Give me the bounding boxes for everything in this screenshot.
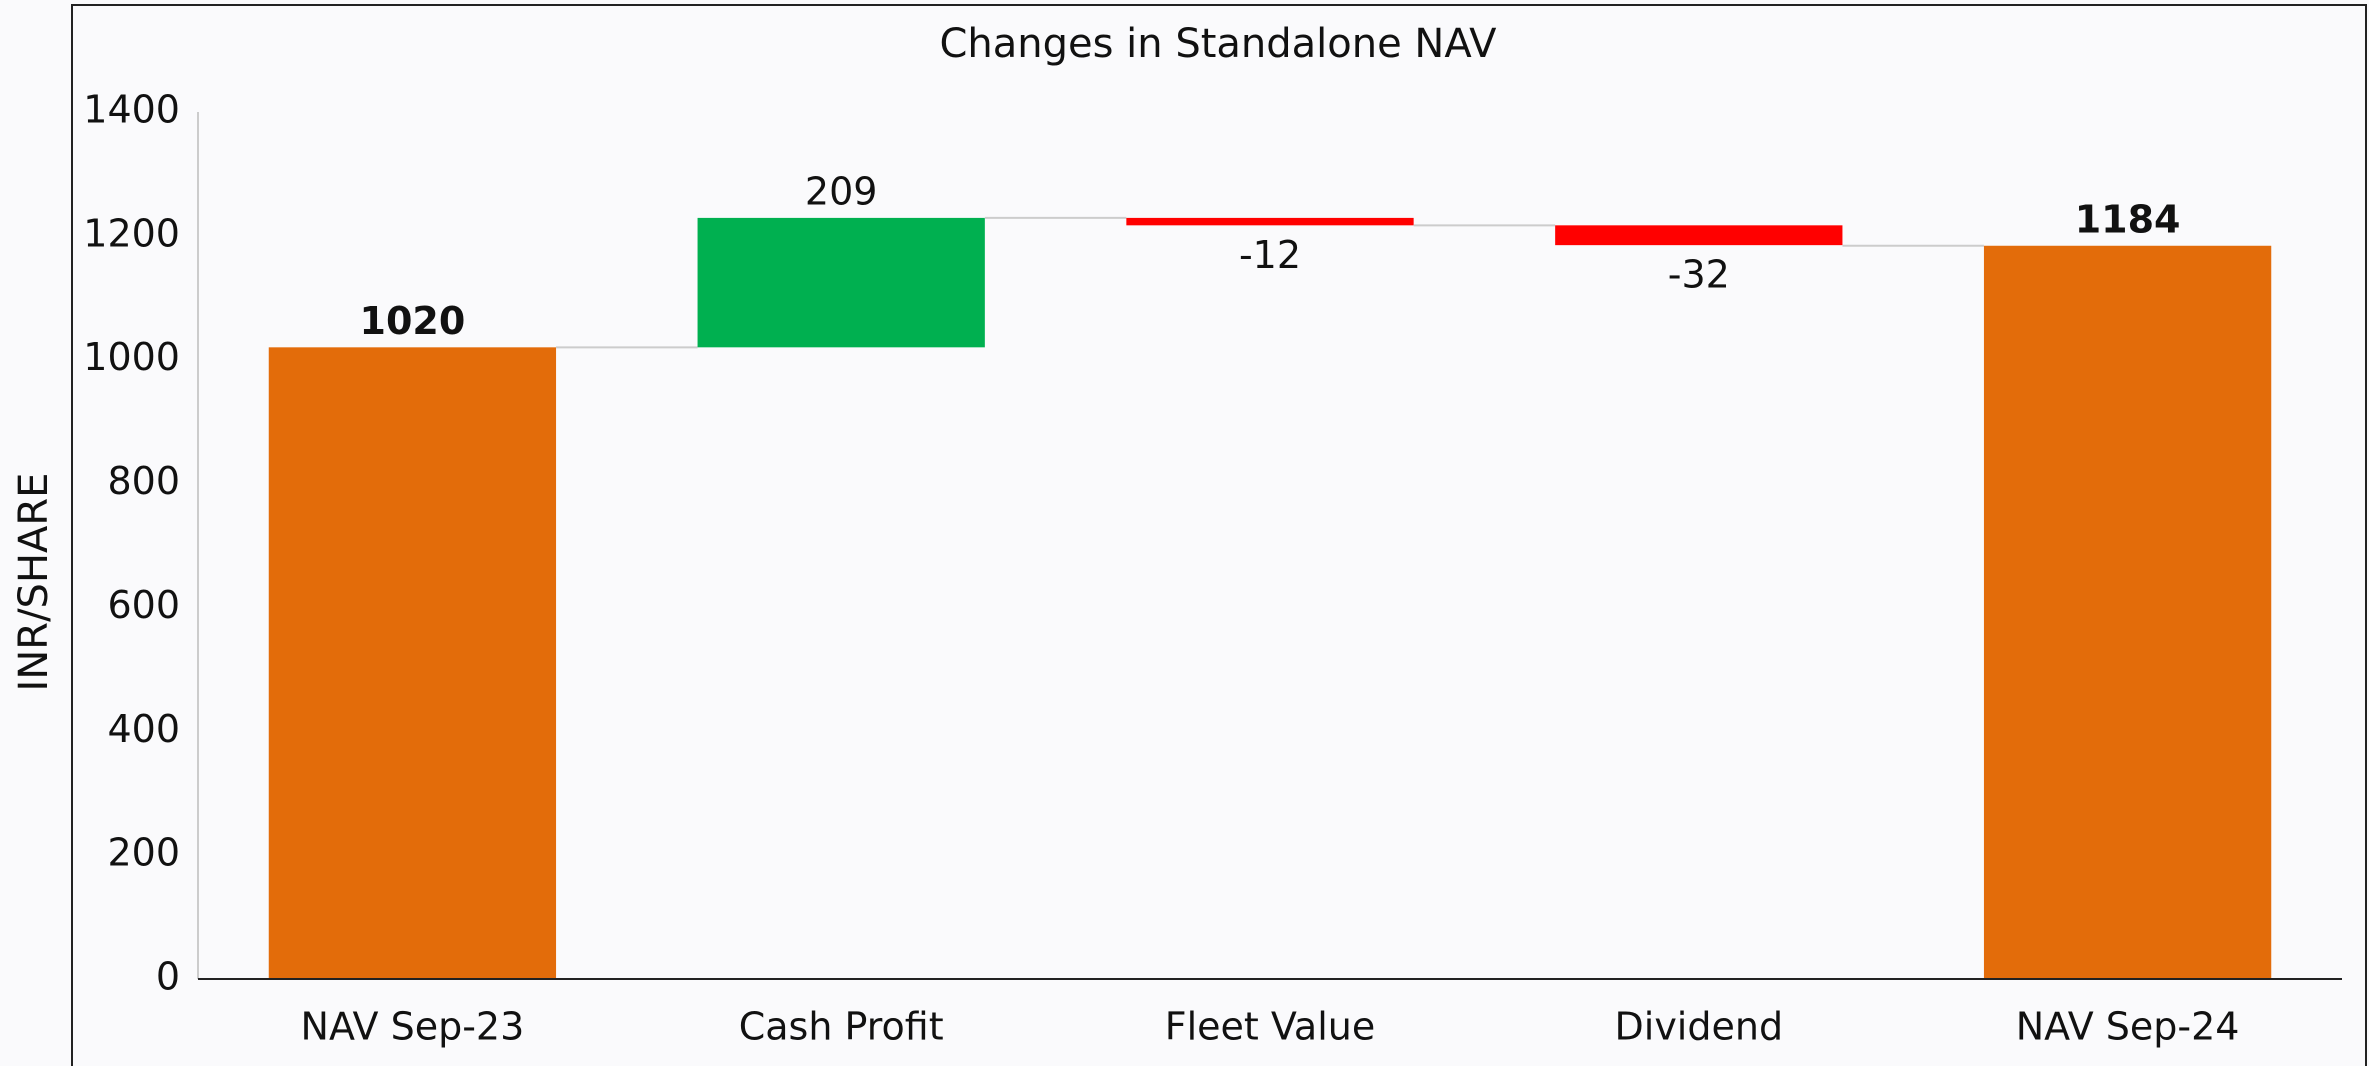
y-axis-label: INR/SHARE [11,473,57,692]
bar [1555,225,1843,246]
y-tick-label: 600 [107,583,180,627]
x-tick-label: NAV Sep-23 [301,1005,525,1049]
bar [697,217,985,348]
data-label: 1020 [360,299,466,343]
bar [1983,245,2272,979]
bar [268,347,557,979]
x-tick-label: Cash Profit [739,1005,944,1049]
y-tick-label: 200 [107,831,180,875]
x-tick-label: NAV Sep-24 [2016,1005,2240,1049]
data-label: -32 [1668,253,1730,297]
y-tick-label: 0 [156,955,180,999]
y-tick-label: 800 [107,459,180,503]
y-tick-label: 400 [107,707,180,751]
x-tick-label: Dividend [1615,1005,1784,1049]
y-tick-label: 1200 [83,211,180,255]
y-tick-label: 1000 [83,335,180,379]
data-label: -12 [1239,233,1301,277]
data-label: 209 [805,169,878,213]
x-tick-label: Fleet Value [1165,1005,1376,1049]
y-tick-label: 1400 [83,88,180,132]
chart-title: Changes in Standalone NAV [939,21,1497,67]
bar [1126,217,1414,226]
data-label: 1184 [2075,197,2181,241]
